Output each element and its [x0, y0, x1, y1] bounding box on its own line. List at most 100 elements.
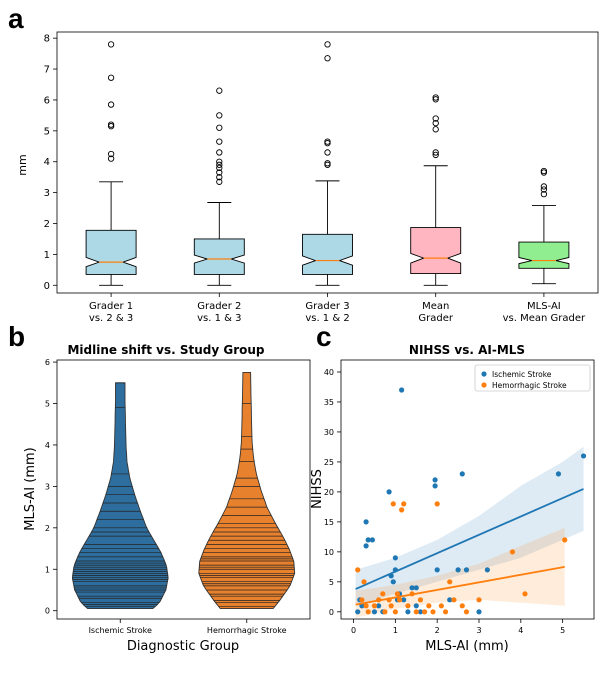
- y-tick-label: 1: [45, 565, 50, 574]
- data-point-ischemic: [369, 537, 375, 543]
- y-tick-label: 30: [324, 428, 334, 437]
- data-point-ischemic: [484, 567, 490, 573]
- boxplot-y-label: mm: [16, 154, 29, 175]
- outlier-point: [432, 115, 439, 122]
- x-tick-label: 2: [435, 626, 440, 635]
- data-point-hemorrhagic: [438, 603, 444, 609]
- y-tick-label: 6: [44, 95, 50, 106]
- outlier-point: [432, 126, 439, 133]
- data-point-hemorrhagic: [355, 567, 361, 573]
- x-tick-label: Grader 3: [305, 301, 349, 312]
- regression-line-ischemic: [355, 488, 584, 590]
- outlier-point: [540, 191, 548, 198]
- box-body: [193, 238, 245, 275]
- x-tick-label: vs. 2 & 3: [89, 313, 133, 324]
- panel-letter-a: a: [8, 3, 24, 34]
- violin-hemorrhagic: [198, 371, 296, 610]
- outlier-point: [107, 155, 115, 162]
- violin-panel: Midline shift vs. Study Group MLS-AI (mm…: [23, 343, 311, 654]
- x-tick-label: Mean: [422, 301, 449, 312]
- data-point-ischemic: [580, 453, 587, 459]
- data-point-ischemic: [447, 597, 453, 603]
- panel-letter-b: b: [8, 321, 25, 352]
- data-point-ischemic: [363, 543, 369, 549]
- data-point-hemorrhagic: [451, 597, 457, 603]
- data-point-hemorrhagic: [413, 609, 419, 615]
- data-point-hemorrhagic: [405, 603, 411, 609]
- x-tick-label: Grader 2: [197, 301, 241, 312]
- outlier-point: [216, 164, 223, 172]
- x-tick-label: vs. 1 & 3: [197, 313, 241, 324]
- box-body: [518, 241, 570, 269]
- scatter-legend: Ischemic Stroke Hemorrhagic Stroke: [474, 364, 591, 392]
- outlier-point: [324, 55, 331, 62]
- outlier-point: [324, 41, 331, 48]
- data-point-ischemic: [432, 477, 438, 483]
- violin-title: Midline shift vs. Study Group: [67, 343, 264, 357]
- x-tick-label: Hemorrhagic Stroke: [207, 626, 287, 635]
- data-point-ischemic: [371, 609, 378, 615]
- outlier-point: [216, 87, 223, 94]
- data-point-hemorrhagic: [363, 603, 369, 609]
- data-point-hemorrhagic: [394, 591, 401, 597]
- y-tick-label: 20: [324, 488, 334, 497]
- outlier-point: [432, 119, 439, 127]
- outlier-point: [107, 101, 115, 108]
- y-tick-label: 0: [45, 607, 50, 616]
- scatter-y-label: NIHSS: [310, 469, 325, 509]
- violin-x-label: Diagnostic Group: [127, 639, 239, 654]
- data-point-hemorrhagic: [388, 603, 394, 609]
- legend-box: [474, 364, 591, 392]
- data-point-ischemic: [463, 567, 470, 573]
- outlier-point: [432, 151, 439, 159]
- data-point-hemorrhagic: [562, 537, 568, 543]
- data-point-ischemic: [455, 567, 461, 573]
- y-tick-label: 4: [45, 441, 50, 450]
- data-point-ischemic: [376, 603, 382, 609]
- violin-y-label: MLS-AI (mm): [23, 447, 38, 530]
- y-tick-label: 3: [45, 482, 50, 491]
- outlier-point: [540, 183, 548, 190]
- y-tick-label: 5: [45, 400, 50, 409]
- outlier-point: [324, 149, 331, 156]
- confidence-band-ischemic: [355, 446, 584, 606]
- scatter-panel: NIHSS vs. AI-MLS NIHSS MLS-AI (mm) 05101…: [310, 343, 595, 654]
- data-point-ischemic: [392, 555, 398, 561]
- y-tick-label: 15: [324, 518, 334, 527]
- box-1: [85, 41, 137, 286]
- outlier-point: [324, 160, 331, 167]
- data-point-ischemic: [413, 603, 419, 609]
- y-tick-label: 0: [44, 281, 50, 292]
- outlier-point: [216, 149, 223, 156]
- data-point-hemorrhagic: [417, 597, 424, 603]
- y-tick-label: 0: [329, 608, 334, 617]
- box-body: [302, 233, 353, 275]
- x-tick-label: Ischemic Stroke: [89, 626, 152, 635]
- y-tick-label: 8: [44, 34, 50, 45]
- data-point-hemorrhagic: [382, 609, 388, 615]
- y-tick-label: 40: [324, 368, 334, 377]
- x-tick-label: vs. Mean Grader: [503, 313, 586, 324]
- data-point-ischemic: [363, 519, 369, 525]
- data-point-ischemic: [409, 585, 415, 591]
- data-point-hemorrhagic: [522, 591, 528, 597]
- outlier-point: [432, 96, 439, 103]
- data-point-ischemic: [390, 579, 396, 585]
- scatter-x-label: MLS-AI (mm): [425, 639, 508, 654]
- data-point-hemorrhagic: [396, 597, 403, 603]
- y-tick-label: 5: [44, 126, 50, 137]
- x-tick-label: 1: [393, 626, 398, 635]
- y-tick-label: 1: [44, 250, 50, 261]
- data-point-ischemic: [434, 567, 440, 573]
- x-tick-label: Grader: [418, 313, 453, 324]
- y-tick-label: 10: [324, 548, 334, 557]
- data-point-hemorrhagic: [392, 609, 398, 615]
- outlier-point: [216, 169, 223, 176]
- data-point-hemorrhagic: [426, 603, 432, 609]
- box-3: [302, 41, 353, 286]
- data-point-hemorrhagic: [401, 501, 407, 507]
- data-point-ischemic: [432, 483, 438, 489]
- violin-body: [198, 371, 296, 610]
- box-5: [518, 167, 570, 285]
